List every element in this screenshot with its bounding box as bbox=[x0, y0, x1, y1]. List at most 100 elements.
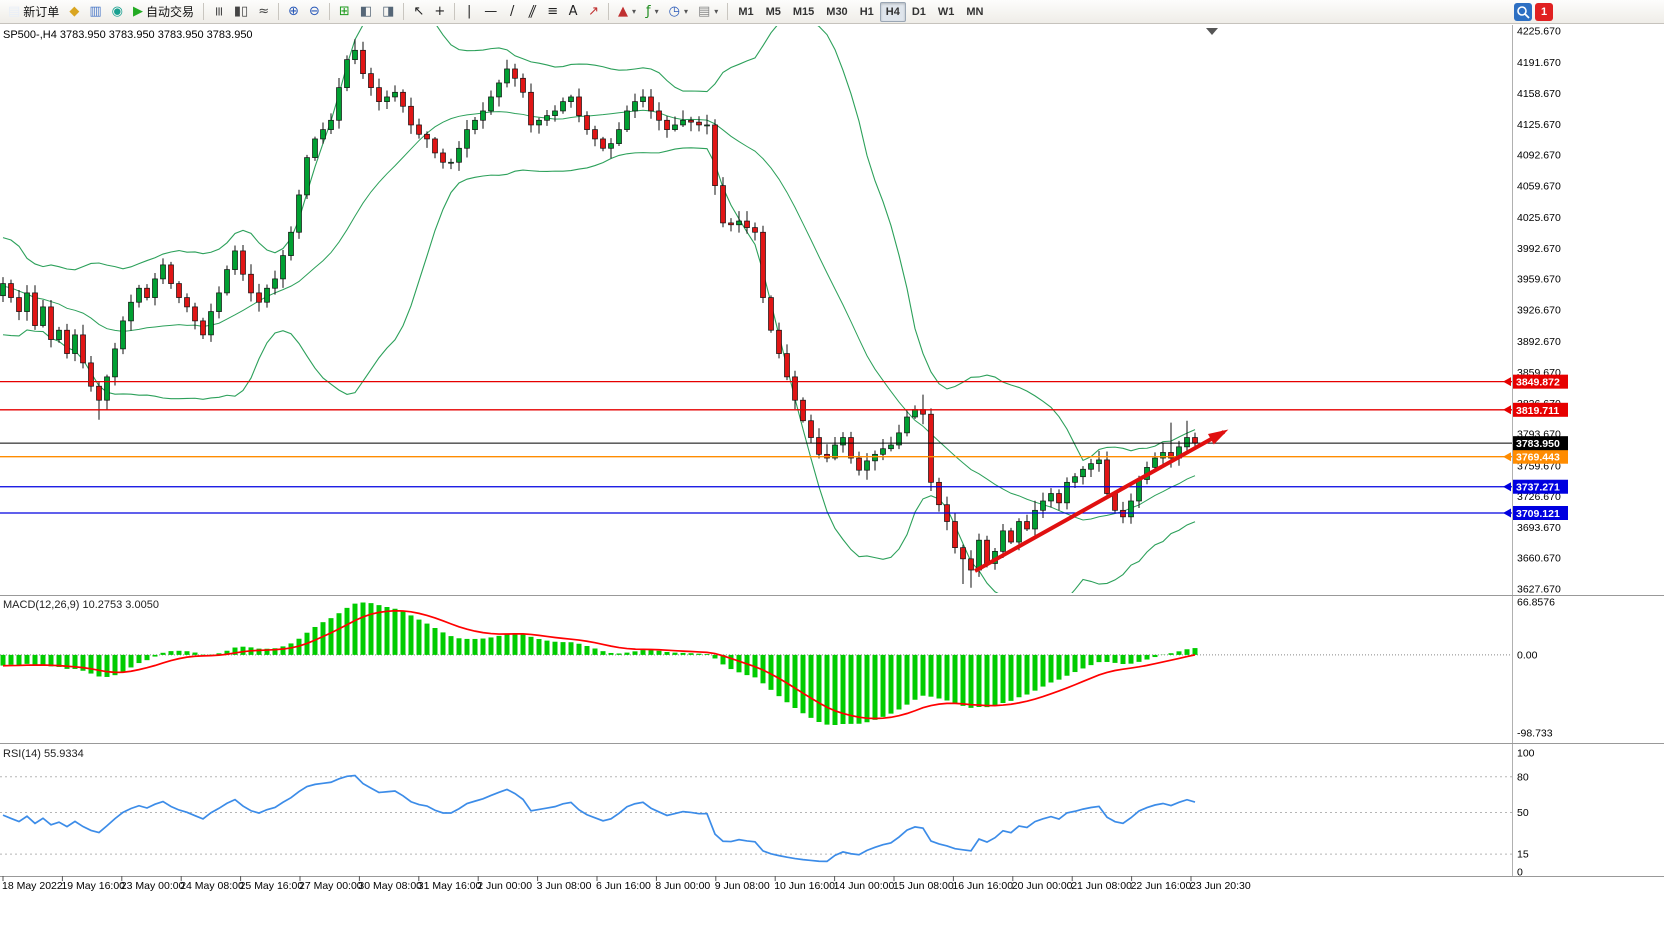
cursor-button[interactable]: ↖ bbox=[408, 2, 429, 22]
rsi-label: RSI(14) 55.9334 bbox=[3, 748, 84, 760]
autotrading-button[interactable]: ▶ 自动交易 bbox=[128, 2, 199, 22]
price-axis-tick: 4025.670 bbox=[1517, 212, 1561, 224]
bollinger-lower-band bbox=[2, 147, 1196, 593]
templates-button[interactable]: ▤ ▾ bbox=[693, 2, 723, 22]
candlestick-button[interactable]: ▮▯ bbox=[229, 2, 253, 22]
zoom-in-button[interactable]: ⊕ bbox=[283, 2, 304, 22]
time-axis-label: 8 Jun 00:00 bbox=[655, 880, 710, 892]
shapes-button[interactable]: ▲ ▾ bbox=[613, 2, 641, 22]
cursor-icon: ↖ bbox=[413, 4, 425, 19]
text-button[interactable]: A bbox=[563, 2, 583, 22]
bar-chart-button[interactable]: ≡ bbox=[208, 2, 229, 22]
search-button[interactable] bbox=[1514, 3, 1532, 21]
price-axis-tick: 3726.670 bbox=[1517, 491, 1561, 503]
timeframe-button-h4[interactable]: H4 bbox=[879, 1, 906, 22]
toolbar-separator bbox=[403, 3, 405, 20]
auto-scroll-icon: ◧ bbox=[359, 4, 373, 19]
new-order-button[interactable]: ▤ 新订单 bbox=[3, 2, 64, 22]
price-axis-tick: 3660.670 bbox=[1517, 553, 1561, 565]
time-axis-label: 15 Jun 08:00 bbox=[893, 880, 954, 892]
timeframe-button-w1[interactable]: W1 bbox=[937, 5, 955, 18]
timeframe-button-h1[interactable]: H1 bbox=[859, 5, 874, 18]
price-axis-tick: 4092.670 bbox=[1517, 150, 1561, 162]
timeframe-button-m5[interactable]: M5 bbox=[765, 5, 781, 18]
rsi-line bbox=[2, 774, 1196, 863]
zoom-out-button[interactable]: ⊖ bbox=[304, 2, 325, 22]
timeframe-button-m30[interactable]: M30 bbox=[826, 5, 848, 18]
price-axis-tick: 3959.670 bbox=[1517, 274, 1561, 286]
trend-arrow[interactable] bbox=[974, 430, 1225, 573]
community-button[interactable]: ◉ bbox=[107, 2, 128, 22]
price-axis-tick: 4059.670 bbox=[1517, 180, 1561, 192]
price-tag bbox=[1513, 479, 1568, 494]
rsi-axis-tick: 15 bbox=[1517, 849, 1529, 861]
timeframe-button-m15[interactable]: M15 bbox=[792, 5, 815, 18]
crosshair-icon: + bbox=[434, 4, 446, 19]
vertical-line-icon: | bbox=[467, 4, 472, 19]
trendline-button[interactable]: / bbox=[502, 2, 522, 22]
time-axis-label: 10 Jun 16:00 bbox=[774, 880, 835, 892]
hline-axis-arrow-icon bbox=[1503, 508, 1511, 518]
timeframe-button-m1[interactable]: M1 bbox=[738, 5, 754, 18]
tile-windows-button[interactable]: ⊞ bbox=[334, 2, 355, 22]
zoom-out-icon: ⊖ bbox=[309, 4, 320, 19]
new-chart-icon: ▥ bbox=[89, 4, 102, 19]
chart-shift-marker-icon[interactable] bbox=[1206, 28, 1218, 35]
chart-shift-button[interactable]: ◨ bbox=[377, 2, 399, 22]
price-axis-tick: 3892.670 bbox=[1517, 336, 1561, 348]
price-axis-tick: 4225.670 bbox=[1517, 26, 1561, 38]
channel-button[interactable]: ∥ bbox=[522, 2, 542, 22]
arrow-tool-button[interactable]: ↗ bbox=[583, 2, 604, 22]
new-chart-button[interactable]: ▥ bbox=[84, 2, 106, 22]
price-tag-label: 3709.121 bbox=[1516, 508, 1560, 520]
price-tag bbox=[1513, 436, 1568, 451]
auto-scroll-button[interactable]: ◧ bbox=[355, 2, 377, 22]
toolbar-separator bbox=[328, 3, 330, 20]
periods-button[interactable]: ◷ ▾ bbox=[664, 2, 693, 22]
rsi-axis-tick: 80 bbox=[1517, 771, 1529, 783]
macd-axis-tick: -98.733 bbox=[1517, 728, 1553, 740]
toolbar-separator bbox=[202, 3, 204, 20]
indicators-icon: ƒ bbox=[646, 4, 651, 19]
price-axis-tick: 4191.670 bbox=[1517, 57, 1561, 69]
rsi-axis-tick: 100 bbox=[1517, 748, 1535, 760]
dropdown-caret-icon: ▾ bbox=[714, 7, 719, 16]
fibonacci-icon: ≡ bbox=[547, 4, 559, 19]
chart-title: SP500-,H4 3783.950 3783.950 3783.950 378… bbox=[3, 29, 253, 41]
toolbar: 1 ▤ 新订单 ◆ ▥ ◉ ▶ 自动交易 ≡ ▮▯ ≈ ⊕ ⊖ ⊞ ◧ ◨ ↖ + | — / ∥ ≡ A ↗ ▲ ▾ ƒ ▾ ◷ ▾ ▤ ▾… bbox=[0, 0, 1664, 24]
trend-arrow-head-icon bbox=[1207, 429, 1229, 445]
price-tag bbox=[1513, 374, 1568, 389]
time-axis-label: 23 May 00:00 bbox=[121, 880, 185, 892]
candlestick-icon: ▮▯ bbox=[233, 4, 249, 19]
dropdown-caret-icon: ▾ bbox=[632, 7, 637, 16]
time-axis-label: 16 Jun 16:00 bbox=[952, 880, 1013, 892]
indicators-button[interactable]: ƒ ▾ bbox=[641, 2, 664, 22]
text-icon: A bbox=[568, 4, 578, 19]
time-axis-label: 20 Jun 00:00 bbox=[1012, 880, 1073, 892]
time-axis-label: 25 May 16:00 bbox=[240, 880, 304, 892]
chart-shift-icon: ◨ bbox=[382, 4, 395, 19]
line-chart-icon: ≈ bbox=[258, 4, 270, 19]
timeframe-button-d1[interactable]: D1 bbox=[911, 5, 926, 18]
time-axis-label: 6 Jun 16:00 bbox=[596, 880, 651, 892]
price-axis-tick: 3992.670 bbox=[1517, 243, 1561, 255]
line-chart-button[interactable]: ≈ bbox=[253, 2, 274, 22]
shapes-icon: ▲ bbox=[618, 4, 629, 19]
metaeditor-button[interactable]: ◆ bbox=[64, 2, 84, 22]
price-tag-label: 3819.711 bbox=[1516, 405, 1559, 417]
price-tag-label: 3737.271 bbox=[1516, 482, 1560, 494]
vertical-line-button[interactable]: | bbox=[459, 2, 479, 22]
tile-windows-icon: ⊞ bbox=[338, 4, 350, 19]
timeframe-button-mn[interactable]: MN bbox=[966, 5, 984, 18]
price-tag bbox=[1513, 402, 1568, 417]
horizontal-line-button[interactable]: — bbox=[479, 2, 502, 22]
fibonacci-button[interactable]: ≡ bbox=[542, 2, 563, 22]
price-tag-label: 3849.872 bbox=[1516, 377, 1560, 389]
toolbar-separator bbox=[727, 3, 729, 20]
time-axis-label: 3 Jun 08:00 bbox=[537, 880, 592, 892]
hline-axis-arrow-icon bbox=[1503, 377, 1511, 387]
crosshair-button[interactable]: + bbox=[429, 2, 450, 22]
notification-badge[interactable]: 1 bbox=[1535, 3, 1553, 21]
